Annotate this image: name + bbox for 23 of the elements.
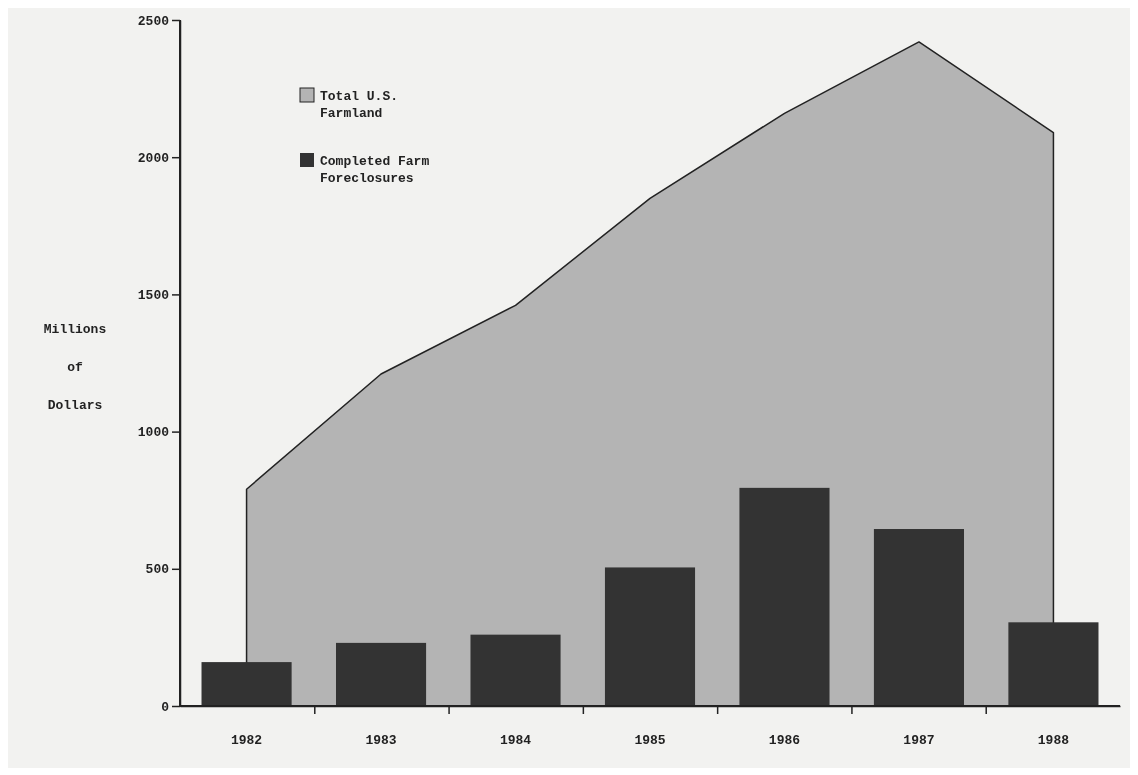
bar xyxy=(470,634,561,706)
y-tick-label: 2500 xyxy=(137,13,170,29)
legend-label: Total U.S. Farmland xyxy=(320,89,399,121)
text: Millions of Dollars xyxy=(43,322,107,413)
x-tick-label: 1984 xyxy=(499,733,532,748)
legend-label: Completed Farm Foreclosures xyxy=(320,154,430,186)
bar xyxy=(335,642,427,706)
y-tick-label: 500 xyxy=(145,562,170,578)
y-tick-label: 0 xyxy=(161,699,170,715)
x-tick-label: 1983 xyxy=(365,733,397,748)
bar xyxy=(604,567,696,706)
bar xyxy=(873,529,965,706)
x-tick-label: 1986 xyxy=(768,733,801,748)
x-tick-label: 1982 xyxy=(230,733,263,748)
x-tick-label: 1985 xyxy=(634,733,666,748)
bar xyxy=(1008,622,1099,706)
y-tick-label: 1000 xyxy=(137,425,170,441)
x-tick-label: 1988 xyxy=(1037,733,1070,748)
y-tick-label: 2000 xyxy=(137,150,170,166)
y-tick-label: 1500 xyxy=(137,288,170,304)
bar xyxy=(201,662,292,706)
bar xyxy=(739,487,830,706)
x-tick-label: 1987 xyxy=(903,733,935,748)
